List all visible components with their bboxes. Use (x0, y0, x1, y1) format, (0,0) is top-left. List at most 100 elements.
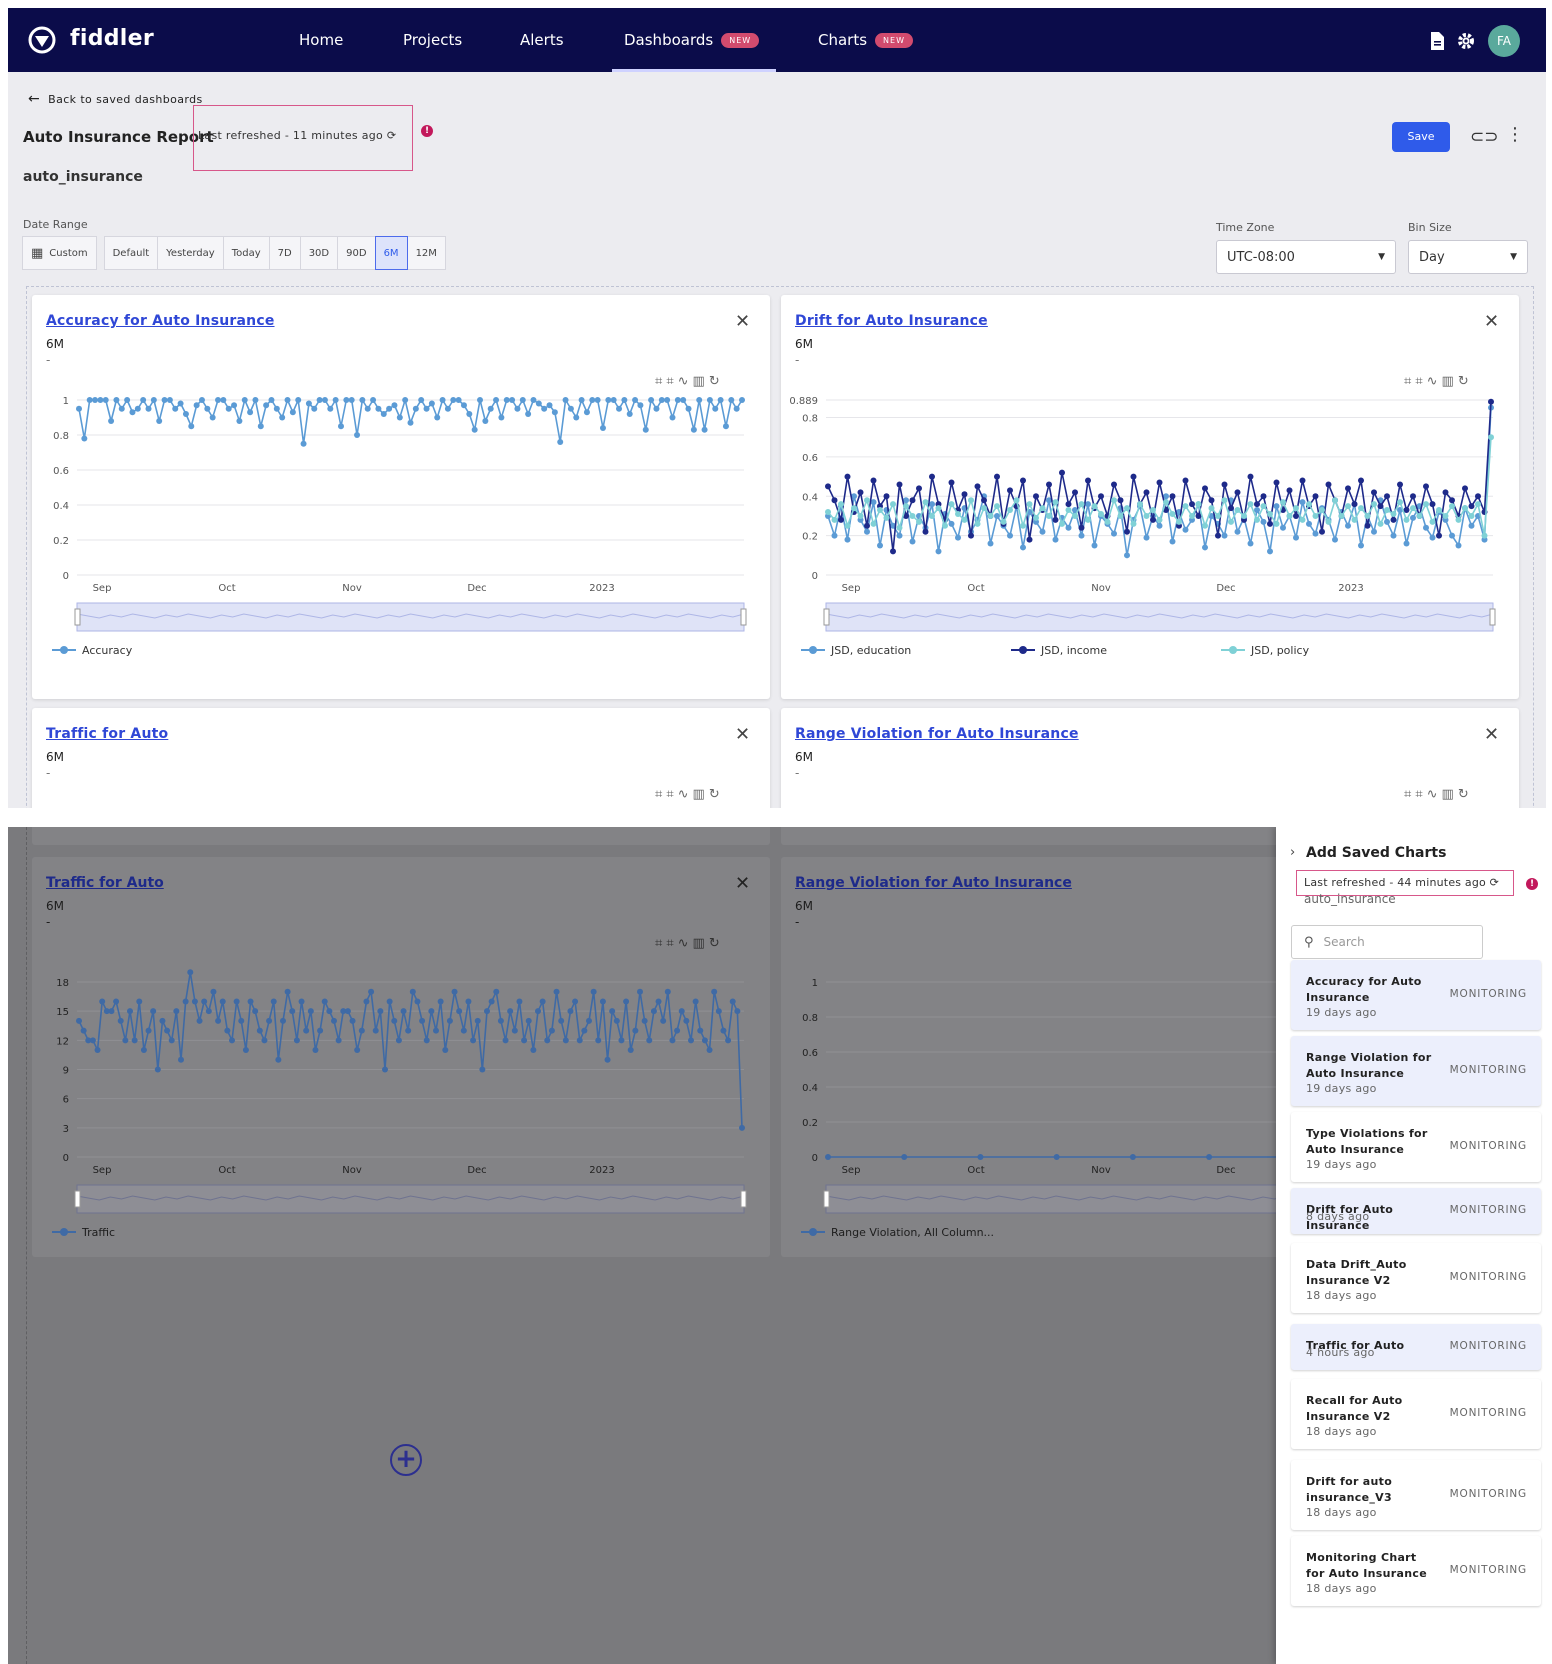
saved-chart-item[interactable]: Accuracy for Auto Insurance 19 days ago MO… (1291, 960, 1541, 1030)
nav-dashboards[interactable]: Dashboards NEW (624, 31, 760, 49)
saved-chart-time: 19 days ago (1306, 1006, 1377, 1019)
avatar[interactable]: FA (1488, 25, 1520, 57)
data-point (229, 1037, 235, 1044)
more-vert-icon[interactable]: ⋮ (1506, 124, 1524, 145)
refresh-icon[interactable]: ⟳ (1489, 876, 1500, 889)
save-button[interactable]: Save (1392, 122, 1450, 152)
data-point (641, 1017, 648, 1024)
data-point (851, 493, 857, 500)
chart-title[interactable]: Accuracy for Auto Insurance (46, 313, 275, 329)
close-icon[interactable]: ✕ (1484, 311, 1500, 332)
close-icon[interactable]: ✕ (735, 873, 751, 894)
nav-projects[interactable]: Projects (403, 31, 463, 49)
saved-chart-item[interactable]: Monitoring Chart for Auto Insurance 18 da… (1291, 1536, 1541, 1606)
chart-dash: - (795, 915, 800, 929)
x-tick-label: Sep (842, 1165, 861, 1176)
data-point (968, 532, 974, 539)
gear-icon[interactable] (1455, 30, 1477, 52)
chevron-right-icon[interactable]: › (1290, 845, 1296, 860)
data-point (311, 405, 318, 412)
data-point (548, 1027, 555, 1034)
refresh-icon[interactable]: ⟳ (386, 129, 397, 142)
data-point (1449, 503, 1455, 510)
y-tick-label: 12 (56, 1036, 69, 1047)
range-30d[interactable]: 30D (299, 236, 339, 270)
legend-label: JSD, income (1040, 644, 1107, 657)
chart-title[interactable]: Range Violation for Auto Insurance (795, 875, 1072, 891)
close-icon[interactable]: ✕ (1484, 724, 1500, 745)
highlight-box (1296, 870, 1514, 896)
time-zone-select[interactable]: UTC-08:00 ▼ (1216, 240, 1396, 274)
add-saved-charts-panel: › Add Saved Charts Last refreshed - 44 m… (1276, 827, 1546, 1664)
dashboard-grid (26, 827, 1276, 1664)
range-12m[interactable]: 12M (406, 236, 446, 270)
chart-toolbar[interactable]: ⌗⌗∿▥↻ (655, 374, 724, 389)
range-today[interactable]: Today (222, 236, 270, 270)
document-icon[interactable] (1426, 30, 1448, 52)
chart-toolbar[interactable]: ⌗⌗∿▥↻ (655, 787, 724, 802)
data-point (396, 414, 403, 421)
chart-title[interactable]: Traffic for Auto (46, 726, 169, 742)
data-point (1169, 510, 1176, 517)
chart-toolbar[interactable]: ⌗⌗∿▥↻ (1404, 787, 1473, 802)
nav-charts[interactable]: Charts NEW (818, 31, 913, 49)
zoom-handle-left (74, 1190, 81, 1208)
chart-title[interactable]: Traffic for Auto (46, 875, 164, 891)
saved-chart-item[interactable]: Drift for auto insurance_V3 18 days ago MO… (1291, 1460, 1541, 1530)
chart-toolbar[interactable]: ⌗⌗∿▥↻ (1404, 374, 1473, 389)
saved-chart-name: Recall for Auto Insurance V2 (1306, 1394, 1403, 1423)
range-6m[interactable]: 6M (374, 236, 408, 270)
saved-chart-tag: MONITORING (1449, 1564, 1527, 1576)
data-point (1280, 524, 1286, 531)
data-point (1260, 503, 1267, 510)
data-point (1293, 512, 1299, 519)
info-icon[interactable]: ! (1526, 878, 1538, 890)
saved-chart-item[interactable]: Type Violations for Auto Insurance 19 day… (1291, 1112, 1541, 1182)
drift-chart[interactable]: 0 0.2 0.4 0.6 0.8 0.889 Sep Oct Nov Dec 2023 JSD, e… (781, 395, 1519, 695)
saved-chart-item[interactable]: Drift for Auto Insurance 8 days ago MONITO… (1291, 1188, 1541, 1234)
nav-alerts[interactable]: Alerts (520, 31, 564, 49)
custom-range-button[interactable]: ▦ Custom (22, 236, 97, 270)
fiddler-logo-icon[interactable] (28, 26, 56, 54)
info-icon[interactable]: ! (421, 125, 433, 137)
nav-home[interactable]: Home (299, 31, 344, 49)
range-7d[interactable]: 7D (268, 236, 301, 270)
data-point (1475, 501, 1481, 508)
saved-chart-time: 19 days ago (1306, 1082, 1377, 1095)
panel-last-refreshed[interactable]: Last refreshed - 44 minutes ago ⟳ (1304, 876, 1499, 889)
range-90d[interactable]: 90D (337, 236, 376, 270)
range-yesterday[interactable]: Yesterday (157, 236, 224, 270)
data-point (407, 419, 414, 426)
link-icon[interactable]: ⊂⊃ (1470, 127, 1499, 147)
last-refreshed[interactable]: Last refreshed - 11 minutes ago ⟳ (198, 129, 396, 142)
back-link[interactable]: ← Back to saved dashboards (28, 91, 203, 107)
search-input[interactable]: ⚲ Search (1291, 925, 1483, 959)
chart-title[interactable]: Drift for Auto Insurance (795, 313, 988, 329)
zoom-slider-preview (76, 1195, 745, 1203)
bin-size-select[interactable]: Day ▼ (1408, 240, 1528, 274)
legend-label: JSD, policy (1250, 644, 1310, 657)
range-default[interactable]: Default (103, 236, 159, 270)
chart-toolbar[interactable]: ⌗⌗∿▥↻ (655, 936, 724, 951)
data-point (1221, 481, 1228, 488)
chart-title[interactable]: Range Violation for Auto Insurance (795, 726, 1079, 742)
accuracy-chart[interactable]: 0 0.2 0.4 0.6 0.8 1 Sep Oct Nov Dec 2023 Accuracy (32, 395, 770, 695)
close-icon[interactable]: ✕ (735, 311, 751, 332)
traffic-chart[interactable]: 0 3 6 9 12 15 18 Sep Oct Nov Dec 2023 Traffic (32, 957, 770, 1257)
data-point (1403, 507, 1410, 514)
close-icon[interactable]: ✕ (735, 724, 751, 745)
data-point (172, 405, 179, 412)
saved-chart-item[interactable]: Data Drift_Auto Insurance V2 18 days ago M… (1291, 1243, 1541, 1313)
saved-chart-item[interactable]: Range Violation for Auto Insurance 19 day… (1291, 1036, 1541, 1106)
saved-chart-item[interactable]: Recall for Auto Insurance V2 18 days ago M… (1291, 1379, 1541, 1449)
data-point (1169, 538, 1176, 545)
data-point (460, 1027, 467, 1034)
data-point (409, 988, 416, 995)
x-tick-label: Sep (93, 583, 112, 594)
data-point (1234, 489, 1241, 496)
data-point (1085, 516, 1091, 523)
data-point (349, 1017, 356, 1024)
saved-chart-item[interactable]: Traffic for Auto 4 hours ago MONITORING (1291, 1324, 1541, 1370)
brand-name[interactable]: fiddler (70, 26, 155, 51)
add-chart-icon[interactable]: + (390, 1444, 422, 1476)
